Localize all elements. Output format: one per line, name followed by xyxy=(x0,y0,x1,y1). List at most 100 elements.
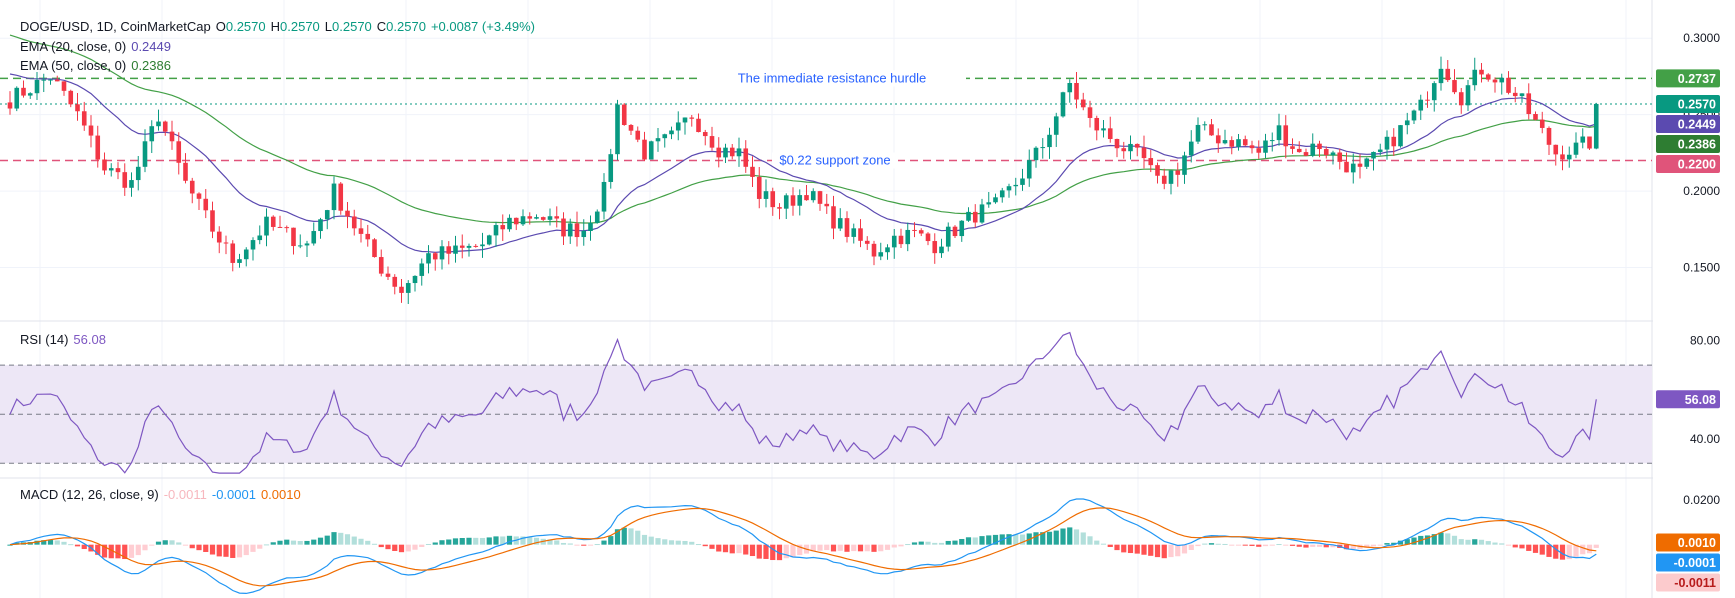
macd-bar xyxy=(34,540,40,545)
candle-body xyxy=(615,104,620,155)
candle-body xyxy=(1438,68,1444,84)
macd-bar xyxy=(520,536,526,545)
macd-bar xyxy=(344,534,351,545)
support-annotation: $0.22 support zone xyxy=(779,153,890,168)
candle xyxy=(716,137,722,168)
candle xyxy=(1067,79,1073,103)
macd-bar xyxy=(1256,544,1262,547)
candle-body xyxy=(1074,82,1079,100)
candle-body xyxy=(1364,158,1370,167)
candle xyxy=(588,215,593,241)
candle-body xyxy=(1094,117,1100,131)
candle xyxy=(804,184,809,201)
macd-bar xyxy=(1316,544,1323,547)
candle-body xyxy=(1593,103,1599,149)
candle xyxy=(1134,143,1140,157)
candle-body xyxy=(426,253,431,264)
candle-body xyxy=(1526,93,1532,115)
candle xyxy=(230,240,236,272)
candle-body xyxy=(608,154,614,182)
macd-bar xyxy=(1134,544,1140,554)
price-tag-label-bg xyxy=(1656,114,1720,133)
macd-tag-label-bg xyxy=(1656,573,1720,592)
macd-bar xyxy=(743,544,749,555)
candle xyxy=(1452,69,1457,95)
candle xyxy=(1222,129,1228,145)
candle xyxy=(297,234,303,249)
candle xyxy=(1290,138,1295,154)
candle xyxy=(108,163,114,177)
macd-bar xyxy=(101,544,108,558)
candle xyxy=(237,253,242,268)
macd-bar xyxy=(1208,543,1215,545)
candle xyxy=(156,109,161,131)
candle xyxy=(324,209,330,230)
candle-body xyxy=(27,93,33,96)
candle-body xyxy=(972,211,978,223)
macd-bar xyxy=(1330,544,1336,548)
price-tag-label: 0.2449 xyxy=(1678,117,1716,131)
candle xyxy=(1161,168,1167,190)
candle-body xyxy=(351,216,357,229)
candle xyxy=(1377,143,1383,156)
rsi-value: 56.08 xyxy=(73,332,106,347)
candle xyxy=(1080,92,1086,111)
macd-bar xyxy=(581,544,587,546)
candle-body xyxy=(1269,140,1275,142)
candle xyxy=(135,156,141,191)
candle-body xyxy=(837,218,843,229)
macd-tag-label-bg xyxy=(1656,533,1720,552)
macd-bar xyxy=(398,544,405,553)
candle-body xyxy=(21,87,26,96)
candle xyxy=(561,212,566,245)
macd-bar xyxy=(527,537,533,545)
macd-bar xyxy=(446,539,452,545)
macd-bar xyxy=(1485,541,1491,545)
candle xyxy=(95,125,101,168)
price-pane: The immediate resistance hurdle $0.22 su… xyxy=(0,34,1652,304)
candle xyxy=(426,245,431,274)
candle xyxy=(1472,57,1478,91)
candle xyxy=(493,221,499,247)
candle xyxy=(1330,150,1336,165)
macd-bar xyxy=(1154,544,1161,558)
macd-bar xyxy=(1188,544,1194,551)
candle-body xyxy=(1317,143,1322,150)
macd-bar xyxy=(547,539,553,545)
candle xyxy=(385,266,391,280)
macd-bar xyxy=(1195,544,1201,547)
macd-bar xyxy=(938,542,945,545)
macd-bar xyxy=(891,544,897,548)
candle-body xyxy=(230,243,236,263)
macd-bar xyxy=(317,537,324,545)
candle-body xyxy=(392,276,398,287)
macd-bar xyxy=(365,540,371,545)
candle-body xyxy=(1276,125,1282,141)
candle-body xyxy=(1134,143,1140,148)
candle-body xyxy=(129,180,134,188)
candle xyxy=(365,224,371,247)
macd-bar xyxy=(392,544,398,551)
macd-line-path xyxy=(9,498,1597,595)
macd-bar xyxy=(108,544,114,559)
signal-line-path xyxy=(9,507,1597,587)
macd-bar xyxy=(817,544,823,551)
candle xyxy=(534,214,539,220)
candle xyxy=(27,92,33,99)
open-label: O xyxy=(215,19,226,34)
candle xyxy=(858,219,863,248)
candle xyxy=(345,201,350,229)
macd-bar xyxy=(1242,544,1248,546)
candle xyxy=(21,80,26,98)
macd-bar xyxy=(122,544,128,560)
price-axis[interactable]: 0.30000.25000.20000.150080.0040.000.0200… xyxy=(1653,0,1735,598)
macd-bar xyxy=(81,544,87,550)
candle xyxy=(1418,94,1424,120)
macd-bar xyxy=(1127,544,1134,554)
candle-body xyxy=(1384,136,1390,150)
candle-body xyxy=(1337,152,1343,162)
candle-body xyxy=(345,210,350,217)
candle xyxy=(68,89,74,108)
candle-body xyxy=(1479,69,1484,75)
